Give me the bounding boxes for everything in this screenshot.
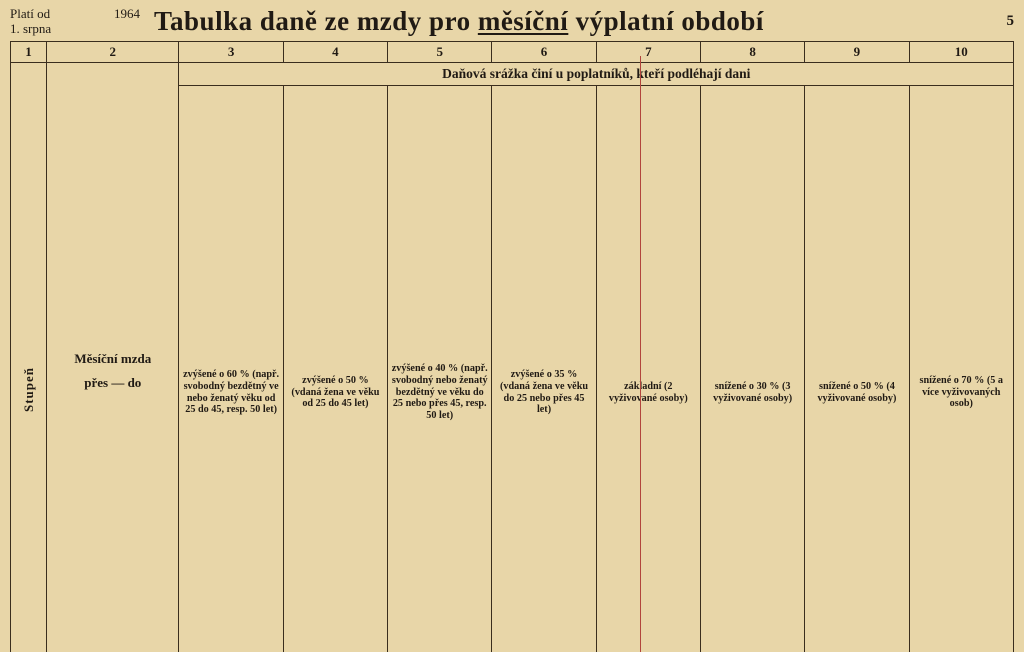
col-num: 8 xyxy=(700,42,804,63)
mzda-header: Měsíční mzda přes — do xyxy=(47,63,179,652)
col-num: 4 xyxy=(283,42,387,63)
valid-from-date: 1. srpna xyxy=(10,21,51,36)
col-num: 1 xyxy=(11,42,47,63)
cat-header: zvýšené o 35 % (vdaná žena ve věku do 25… xyxy=(492,86,596,652)
page-title: Tabulka daně ze mzdy pro měsíční výplatn… xyxy=(154,6,984,37)
cat-header: zvýšené o 60 % (např. svobodný bezdětný … xyxy=(179,86,283,652)
deduction-span-header: Daňová srážka činí u poplatníků, kteří p… xyxy=(179,63,1014,86)
stupen-header: Stupeň xyxy=(11,63,47,652)
cat-header: snížené o 70 % (5 a více vyživovaných os… xyxy=(909,86,1013,652)
col-num: 3 xyxy=(179,42,283,63)
header: Platí od 1964 1. srpna Tabulka daně ze m… xyxy=(10,6,1014,37)
col-num: 10 xyxy=(909,42,1013,63)
cat-header: snížené o 50 % (4 vyživované osoby) xyxy=(805,86,909,652)
stupen-label: Stupeň xyxy=(21,63,37,652)
col-num: 5 xyxy=(388,42,492,63)
title-pre: Tabulka daně ze mzdy pro xyxy=(154,6,478,36)
valid-from: Platí od 1964 1. srpna xyxy=(10,7,140,36)
cat-header: zvýšené o 50 % (vdaná žena ve věku od 25… xyxy=(283,86,387,652)
col-num: 7 xyxy=(596,42,700,63)
cat-header: zvýšené o 40 % (např. svobodný nebo žena… xyxy=(388,86,492,652)
cat-header: základní (2 vyživované osoby) xyxy=(596,86,700,652)
table-head: 1 2 3 4 5 6 7 8 9 10 Stupeň Měsíční mzda… xyxy=(11,42,1014,652)
tax-table: 1 2 3 4 5 6 7 8 9 10 Stupeň Měsíční mzda… xyxy=(10,41,1014,652)
title-underline: měsíční xyxy=(478,6,569,36)
valid-from-label: Platí od xyxy=(10,6,50,21)
page: Platí od 1964 1. srpna Tabulka daně ze m… xyxy=(0,0,1024,652)
pres-do-label: přes — do xyxy=(49,375,176,391)
col-num: 9 xyxy=(805,42,909,63)
col-num: 2 xyxy=(47,42,179,63)
page-number: 5 xyxy=(984,13,1014,30)
cat-header: snížené o 30 % (3 vyživované osoby) xyxy=(700,86,804,652)
valid-from-year: 1964 xyxy=(114,7,140,21)
mesicni-mzda-label: Měsíční mzda xyxy=(49,351,176,367)
title-post: výplatní období xyxy=(568,6,764,36)
span-header-row: Stupeň Měsíční mzda přes — do Daňová srá… xyxy=(11,63,1014,86)
col-num: 6 xyxy=(492,42,596,63)
col-number-row: 1 2 3 4 5 6 7 8 9 10 xyxy=(11,42,1014,63)
